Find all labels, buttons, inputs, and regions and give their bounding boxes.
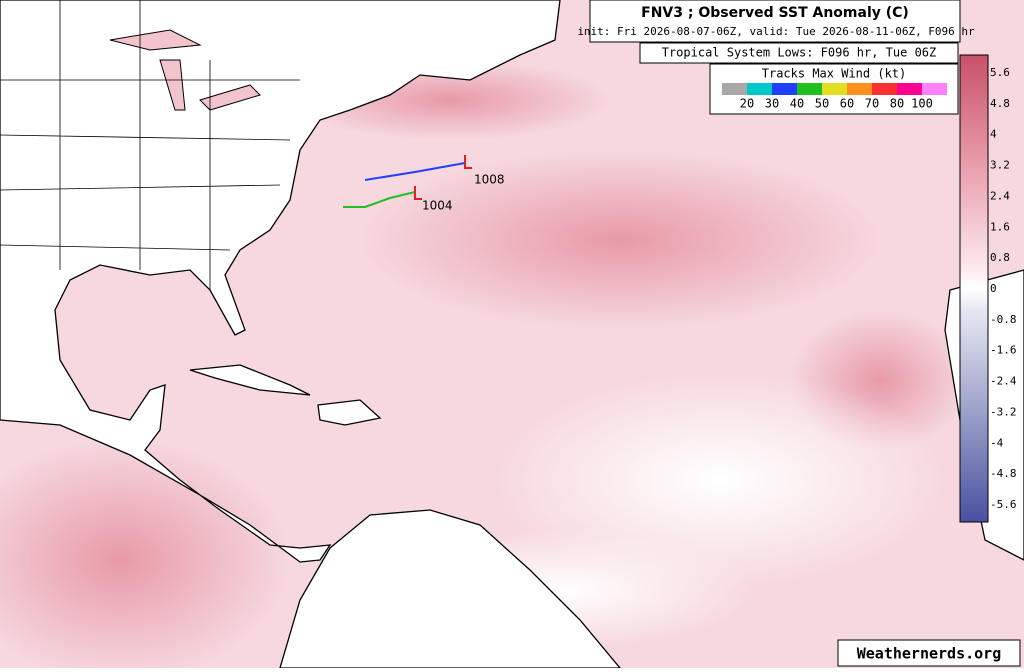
wind-label: 70: [865, 97, 879, 111]
colorbar-label: -0.8: [990, 313, 1017, 326]
south-america: [279, 509, 622, 669]
title: FNV3 ; Observed SST Anomaly (C): [641, 5, 909, 21]
state-lines: [0, 0, 300, 290]
wind-label: 80: [890, 97, 904, 111]
wind-swatch: [747, 83, 772, 95]
wind-label: 60: [840, 97, 854, 111]
colorbar-label: 5.6: [990, 66, 1010, 79]
lake: [159, 59, 186, 111]
track: [364, 162, 466, 181]
wind-swatch: [872, 83, 897, 95]
colorbar-label: -4: [990, 436, 1004, 449]
colorbar-label: -3.2: [990, 405, 1017, 418]
colorbar-label: -5.6: [990, 498, 1017, 511]
tracks: 1008 1004: [343, 155, 505, 213]
wind-label: 50: [815, 97, 829, 111]
wind-label: 100: [911, 97, 933, 111]
colorbar-labels: 5.6 4.8 4 3.2 2.4 1.6 0.8 0 -0.8 -1.6 -2.4 -3.2 -4 -4…: [990, 66, 1017, 511]
anomaly-patch: [0, 440, 290, 672]
wind-label: 20: [740, 97, 754, 111]
low-marker: [464, 155, 472, 169]
wind-swatch: [772, 83, 797, 95]
wind-swatch: [897, 83, 922, 95]
lake: [199, 84, 261, 111]
colorbar-label: -4.8: [990, 467, 1017, 480]
anomaly-patch: [360, 150, 880, 330]
hispaniola: [317, 399, 382, 426]
colorbar-label: 3.2: [990, 159, 1010, 172]
colorbar-label: -2.4: [990, 375, 1017, 388]
wind-swatch: [847, 83, 872, 95]
lake: [109, 29, 202, 51]
track-legend-title: Tracks Max Wind (kt): [762, 67, 907, 81]
wind-label: 40: [790, 97, 804, 111]
credit-box: [837, 639, 1021, 667]
wind-swatch: [922, 83, 947, 95]
colorbar-label: 2.4: [990, 189, 1010, 202]
great-lakes: [109, 29, 261, 111]
colorbar-label: 0.8: [990, 251, 1010, 264]
colorbar-label: 0: [990, 282, 997, 295]
colorbar: [959, 54, 989, 523]
title-box: [589, 0, 961, 43]
track: [343, 191, 416, 208]
low-pressure: 1004: [422, 199, 453, 213]
colorbar-label: 4: [990, 128, 997, 141]
wind-swatch: [722, 83, 747, 95]
systems-title: Tropical System Lows: F096 hr, Tue 06Z: [662, 46, 937, 60]
wind-swatch: [797, 83, 822, 95]
colorbar-label: -1.6: [990, 344, 1017, 357]
credit: Weathernerds.org: [857, 645, 1002, 663]
low-marker: [414, 186, 422, 200]
systems-box: [639, 42, 959, 64]
colorbar-label: 4.8: [990, 97, 1010, 110]
subtitle: init: Fri 2026-08-07-06Z, valid: Tue 202…: [577, 25, 975, 38]
track-swatches: 20 30 40 50 60 70 80 100: [722, 83, 947, 111]
wind-label: 30: [765, 97, 779, 111]
colorbar-label: 1.6: [990, 220, 1010, 233]
cuba: [189, 364, 311, 396]
wind-swatch: [822, 83, 847, 95]
low-pressure: 1008: [474, 173, 505, 187]
borders: [0, 0, 300, 290]
